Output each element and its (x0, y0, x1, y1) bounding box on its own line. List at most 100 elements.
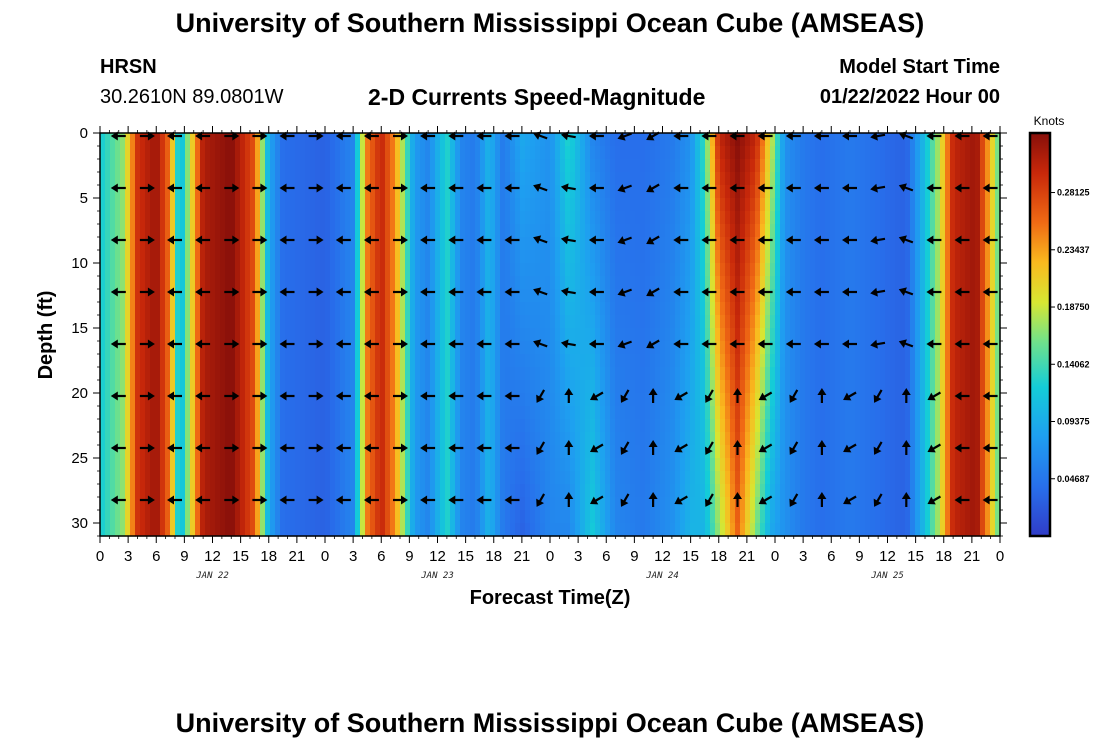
heatmap-cell (805, 276, 811, 290)
heatmap-cell (765, 224, 771, 238)
heatmap-cell (400, 328, 406, 342)
heatmap-cell (470, 484, 476, 498)
heatmap-cell (920, 315, 926, 329)
heatmap-cell (220, 315, 226, 329)
heatmap-cell (975, 315, 981, 329)
heatmap-cell (820, 315, 826, 329)
heatmap-cell (510, 328, 516, 342)
heatmap-cell (940, 419, 946, 433)
heatmap-cell (545, 198, 551, 212)
heatmap-cell (125, 237, 131, 251)
heatmap-cell (305, 172, 311, 186)
heatmap-cell (155, 315, 161, 329)
heatmap-cell (650, 406, 656, 420)
heatmap-cell (775, 159, 781, 173)
heatmap-cell (695, 315, 701, 329)
heatmap-cell (885, 328, 891, 342)
heatmap-cell (655, 393, 661, 407)
heatmap-cell (595, 276, 601, 290)
heatmap-cell (455, 276, 461, 290)
heatmap-cell (850, 133, 856, 147)
heatmap-cell (540, 328, 546, 342)
heatmap-cell (955, 341, 961, 355)
heatmap-cell (960, 406, 966, 420)
heatmap-cell (580, 289, 586, 303)
heatmap-cell (210, 393, 216, 407)
heatmap-cell (485, 354, 491, 368)
heatmap-cell (680, 484, 686, 498)
heatmap-cell (420, 419, 426, 433)
heatmap-cell (670, 172, 676, 186)
heatmap-cell (870, 341, 876, 355)
heatmap-cell (345, 315, 351, 329)
heatmap-cell (820, 185, 826, 199)
heatmap-cell (525, 224, 531, 238)
heatmap-cell (710, 328, 716, 342)
heatmap-cell (720, 133, 726, 147)
heatmap-cell (150, 159, 156, 173)
heatmap-cell (530, 471, 536, 485)
heatmap-cell (420, 393, 426, 407)
heatmap-cell (330, 341, 336, 355)
heatmap-cell (555, 406, 561, 420)
heatmap-cell (120, 328, 126, 342)
heatmap-cell (700, 237, 706, 251)
heatmap-cell (965, 419, 971, 433)
heatmap-cell (575, 484, 581, 498)
heatmap-cell (110, 367, 116, 381)
heatmap-cell (260, 406, 266, 420)
heatmap-cell (720, 406, 726, 420)
heatmap-cell (920, 263, 926, 277)
heatmap-cell (755, 367, 761, 381)
heatmap-cell (950, 380, 956, 394)
heatmap-cell (760, 419, 766, 433)
heatmap-cell (240, 367, 246, 381)
heatmap-cell (330, 133, 336, 147)
heatmap-cell (170, 380, 176, 394)
heatmap-cell (860, 445, 866, 459)
heatmap-cell (365, 185, 371, 199)
heatmap-cell (230, 328, 236, 342)
heatmap-cell (565, 302, 571, 316)
heatmap-cell (910, 380, 916, 394)
heatmap-cell (985, 211, 991, 225)
heatmap-cell (205, 250, 211, 264)
heatmap-cell (270, 419, 276, 433)
heatmap-cell (985, 432, 991, 446)
heatmap-cell (270, 484, 276, 498)
heatmap-cell (365, 315, 371, 329)
heatmap-cell (925, 367, 931, 381)
heatmap-cell (795, 302, 801, 316)
heatmap-cell (290, 380, 296, 394)
heatmap-cell (245, 237, 251, 251)
heatmap-cell (615, 250, 621, 264)
heatmap-cell (375, 185, 381, 199)
heatmap-cell (815, 419, 821, 433)
heatmap-cell (925, 341, 931, 355)
heatmap-cell (640, 445, 646, 459)
heatmap-cell (460, 133, 466, 147)
heatmap-cell (830, 367, 836, 381)
heatmap-cell (245, 146, 251, 160)
heatmap-cell (175, 354, 181, 368)
heatmap-cell (960, 445, 966, 459)
heatmap-cell (690, 224, 696, 238)
heatmap-cell (355, 133, 361, 147)
heatmap-cell (835, 146, 841, 160)
heatmap-cell (450, 484, 456, 498)
heatmap-cell (905, 367, 911, 381)
heatmap-cell (185, 276, 191, 290)
heatmap-cell (655, 185, 661, 199)
heatmap-cell (145, 198, 151, 212)
heatmap-cell (290, 146, 296, 160)
heatmap-cell (360, 302, 366, 316)
heatmap-cell (555, 172, 561, 186)
heatmap-cell (800, 393, 806, 407)
heatmap-cell (185, 432, 191, 446)
heatmap-cell (375, 380, 381, 394)
heatmap-cell (275, 484, 281, 498)
heatmap-cell (905, 224, 911, 238)
heatmap-cell (435, 419, 441, 433)
heatmap-cell (495, 146, 501, 160)
heatmap-cell (830, 315, 836, 329)
